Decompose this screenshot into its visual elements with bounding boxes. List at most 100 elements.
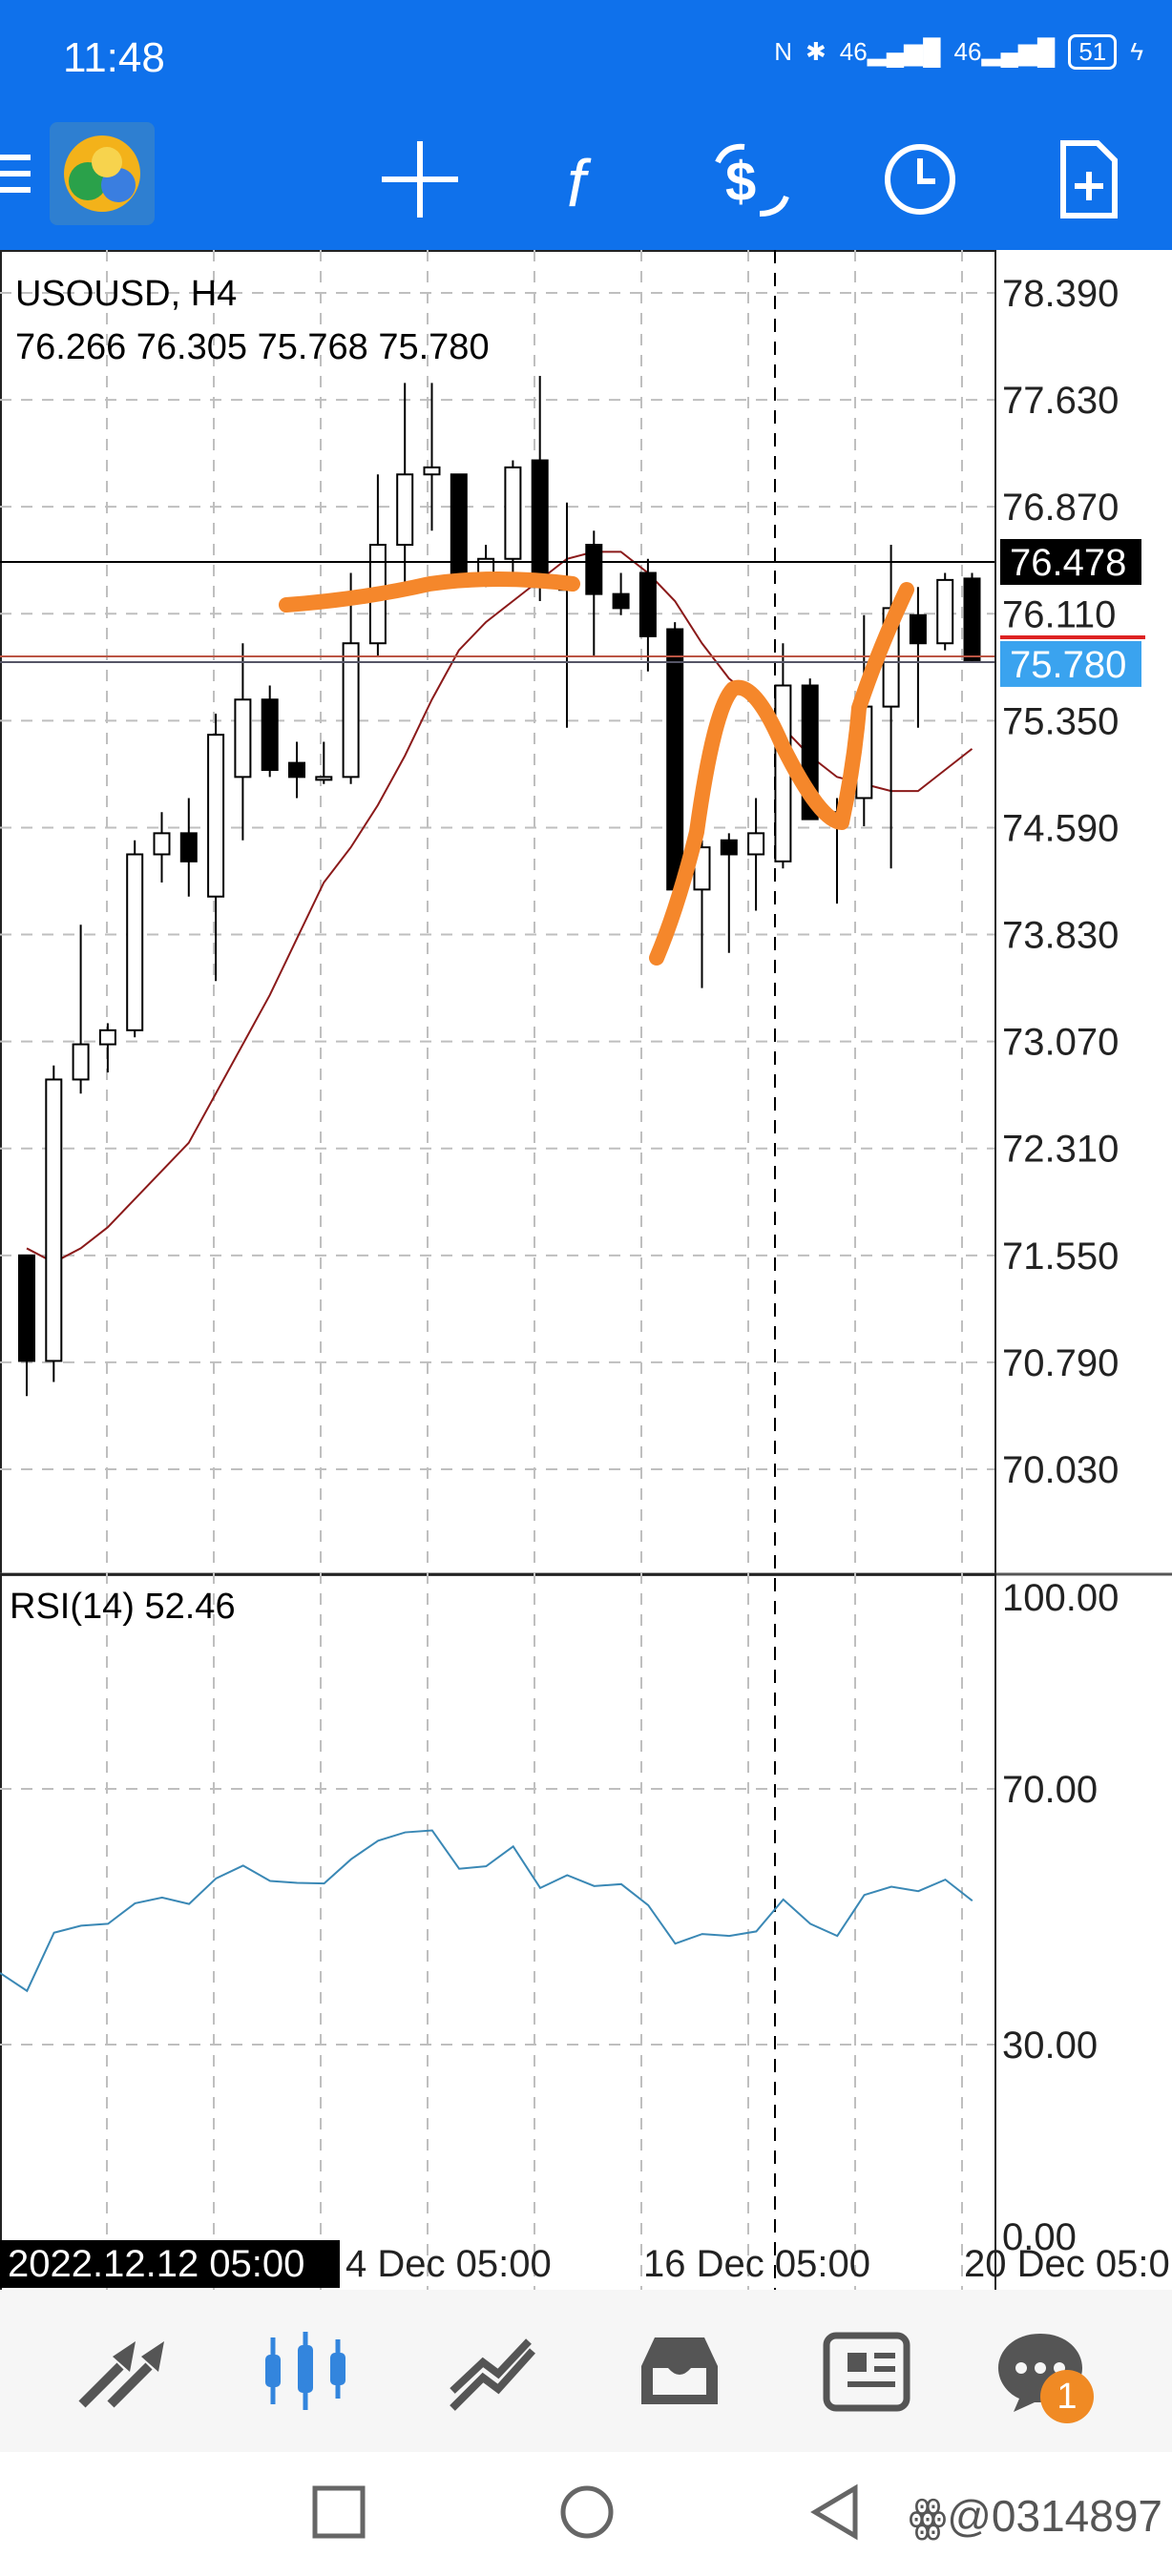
candle-bullish [423,466,441,476]
current-price-tag: 76.478 [1010,542,1126,584]
battery-icon: 51 [1068,34,1118,70]
candle-bullish [45,1078,63,1362]
bluetooth-icon: ✱ [805,37,827,66]
status-time: 11:48 [63,34,165,81]
candle-bullish [315,776,333,781]
candle-bearish [612,592,630,610]
signal-icon: 46▂▄▆█ [953,37,1056,66]
price-axis-label: 74.590 [1002,807,1119,849]
moving-average-line [26,551,973,1264]
bid-price-tag: 75.780 [1010,644,1126,686]
home-icon[interactable] [554,2479,620,2545]
candle-bullish [774,684,792,862]
status-icons: N ✱ 46▂▄▆█ 46▂▄▆█ 51 ϟ [774,34,1143,70]
nfc-icon: N [774,37,792,66]
charging-icon: ϟ [1130,37,1143,66]
price-pane-border [0,250,996,1576]
hamburger-icon[interactable] [0,153,32,195]
price-axis-label: 72.310 [1002,1129,1119,1171]
system-navigation-bar: ꙮ@0314897 [0,2452,1172,2576]
bid-price-tag-bg [1000,640,1141,687]
history-icon[interactable] [632,2328,727,2414]
candle-bearish [18,1254,35,1362]
candle-bullish [936,578,954,645]
timeframe-clock-icon[interactable] [874,134,966,225]
candle-bearish [531,459,549,589]
time-cursor-tag: 2022.12.12 05:00 [8,2243,304,2285]
trade-icon[interactable]: $ [706,134,798,225]
price-axis-label: 78.390 [1002,273,1119,315]
rsi-axis-label: 70.00 [1002,1769,1098,1811]
price-axis-label: 77.630 [1002,380,1119,422]
quotes-icon[interactable] [73,2328,168,2414]
svg-text:$: $ [725,151,756,213]
current-price-tag-bg [1000,538,1141,585]
app-toolbar: 11:48 N ✱ 46▂▄▆█ 46▂▄▆█ 51 ϟ f $ [0,0,1172,250]
rsi-line [0,1829,973,1993]
candle-bearish [720,839,738,856]
candle-bearish [638,571,657,637]
price-axis-label: 71.550 [1002,1236,1119,1278]
annotation-stroke [649,582,914,966]
time-axis-label: 20 Dec 05:0 [964,2243,1170,2285]
candle-bearish [288,761,305,779]
candle-bullish [477,557,495,574]
chart-canvas[interactable]: 76.478 75.780 78.390 77.630 76.870 76.110 75.… [0,250,1172,2312]
candle-bullish [234,698,252,779]
candles-layer [18,376,981,1397]
rsi-label: RSI(14) 52.46 [10,1587,236,1627]
axis-labels-layer: 78.390 77.630 76.870 76.110 75.350 74.590 73.8… [0,273,1170,2288]
candle-bearish [261,698,279,771]
candle-bearish [909,613,927,645]
recent-apps-icon[interactable] [305,2479,372,2545]
price-axis-label: 75.350 [1002,700,1119,742]
back-icon[interactable] [802,2479,869,2545]
time-cursor-tag-bg [0,2240,340,2288]
candle-bullish [126,853,144,1031]
candle-bearish [450,473,468,574]
price-axis-label: 70.790 [1002,1342,1119,1384]
price-axis-label: 73.830 [1002,915,1119,957]
rsi-axis-label: 0.00 [1002,2216,1077,2258]
candle-bullish [153,832,171,856]
candle-bullish [72,1043,90,1081]
candle-bullish [207,734,225,898]
messages-button[interactable]: 1 [993,2328,1094,2423]
watermark-text: ꙮ@0314897 [908,2491,1162,2541]
price-axis-label: 76.110 [1002,593,1116,635]
trade-icon[interactable] [445,2328,540,2414]
price-axis-label: 76.870 [1002,487,1119,529]
candle-bullish [747,832,765,856]
chart-icon[interactable] [258,2328,353,2414]
chart-symbol-title: USOUSD, H4 [15,274,237,314]
rsi-layer [0,1829,973,1993]
watermark-logo-icon: ꙮ [908,2491,948,2541]
bottom-navigation: 1 [0,2290,1172,2452]
moving-average-layer [26,551,973,1264]
messages-badge: 1 [1040,2370,1094,2423]
price-chart-area[interactable]: 76.478 75.780 78.390 77.630 76.870 76.110 75.… [0,250,1172,2312]
indicators-icon[interactable]: f [540,134,632,225]
candle-bullish [504,466,522,560]
rsi-axis-label: 30.00 [1002,2025,1098,2067]
price-axis-label: 73.070 [1002,1022,1119,1064]
time-axis-label: 4 Dec 05:00 [345,2243,552,2285]
candle-bullish [396,473,414,547]
candle-bearish [585,544,603,595]
annotation-layer: 76.478 75.780 [0,538,1145,966]
candle-bullish [342,642,360,779]
ohlc-readout: 76.266 76.305 75.768 75.780 [15,327,490,367]
candle-bearish [666,628,684,891]
metatrader4-logo[interactable] [50,122,155,225]
crosshair-icon[interactable] [374,134,466,225]
news-icon[interactable] [819,2328,914,2414]
annotation-stroke [279,571,580,613]
signal-icon: 46▂▄▆█ [839,37,941,66]
svg-text:f: f [567,146,592,220]
rsi-axis-label: 100.00 [1002,1577,1119,1619]
candle-bearish [179,832,198,862]
price-axis-label: 70.030 [1002,1449,1119,1491]
rsi-pane-border [0,1573,996,2312]
candle-bullish [98,1028,116,1046]
new-order-icon[interactable] [1042,134,1134,225]
